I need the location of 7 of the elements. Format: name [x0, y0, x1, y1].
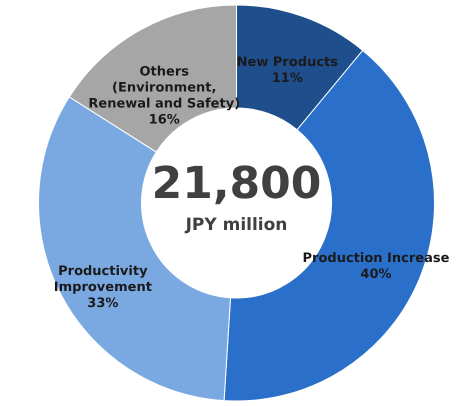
data-label: 16% [148, 112, 180, 128]
text: JPY million [184, 215, 288, 235]
slice-label: New Products [236, 54, 338, 70]
data-label: 40% [360, 267, 392, 282]
data-label: 11% [272, 70, 303, 86]
data-label: 33% [87, 296, 118, 312]
text: 21,800 [152, 158, 322, 209]
